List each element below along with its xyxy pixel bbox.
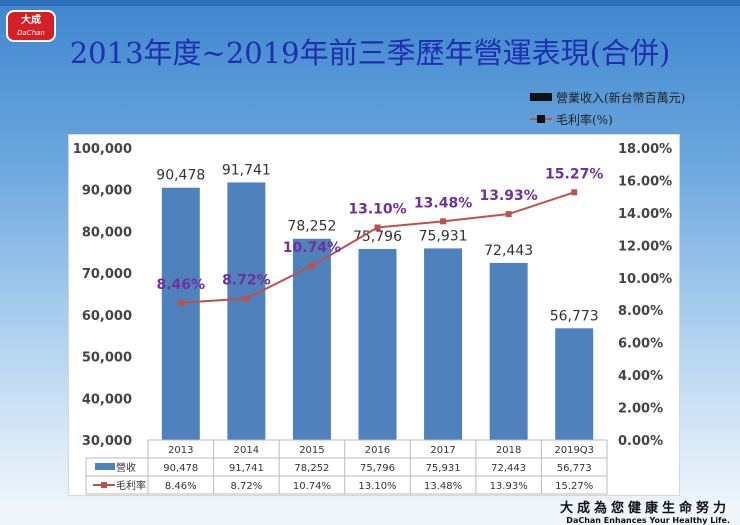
margin-label: 15.27% xyxy=(545,166,603,182)
legend-line-label: 毛利率(%) xyxy=(556,112,613,127)
bar-2018 xyxy=(489,262,528,440)
bar-label: 90,478 xyxy=(156,168,205,184)
table-cell-margin: 10.74% xyxy=(293,481,331,492)
y-right-tick: 14.00% xyxy=(618,207,672,222)
logo-en: DaChan xyxy=(17,29,45,37)
bar-2019Q3 xyxy=(555,328,594,440)
bar-label: 72,443 xyxy=(484,243,533,259)
table-cell-margin: 13.10% xyxy=(358,481,396,492)
table-header: 2016 xyxy=(365,445,390,456)
bar-label: 91,741 xyxy=(222,162,271,178)
y-left-tick: 60,000 xyxy=(82,309,132,324)
y-right-tick: 6.00% xyxy=(618,337,663,352)
legend-line: 毛利率(%) xyxy=(530,108,685,130)
table-cell-revenue: 56,773 xyxy=(557,463,592,474)
y-left-tick: 70,000 xyxy=(82,267,132,282)
margin-label: 10.74% xyxy=(283,240,341,256)
y-right-tick: 0.00% xyxy=(618,434,663,449)
y-left-tick: 40,000 xyxy=(82,392,132,407)
table-line-marker-icon xyxy=(101,482,107,488)
table-cell-margin: 8.72% xyxy=(230,481,262,492)
table-header: 2019Q3 xyxy=(554,445,594,456)
bar-2013 xyxy=(161,187,200,440)
table-header: 2018 xyxy=(496,445,521,456)
margin-label: 13.93% xyxy=(479,188,537,204)
legend: 營業收入(新台幣百萬元) 毛利率(%) xyxy=(530,86,685,130)
margin-point-2015 xyxy=(308,262,315,269)
bar-2016 xyxy=(358,248,397,440)
y-right-tick: 16.00% xyxy=(618,174,672,189)
y-right-tick: 4.00% xyxy=(618,369,663,384)
margin-label: 8.46% xyxy=(156,277,205,293)
table-cell-revenue: 72,443 xyxy=(491,463,526,474)
bar-2014 xyxy=(227,182,266,440)
margin-point-2019Q3 xyxy=(571,189,578,196)
y-left-tick: 90,000 xyxy=(82,184,132,199)
margin-label: 13.48% xyxy=(414,195,472,211)
table-cell-revenue: 75,796 xyxy=(360,463,395,474)
table-cell-revenue: 78,252 xyxy=(294,463,329,474)
bar-label: 75,796 xyxy=(353,229,402,245)
y-left-tick: 50,000 xyxy=(82,351,132,366)
y-left-tick: 80,000 xyxy=(82,225,132,240)
table-header: 2013 xyxy=(168,445,193,456)
legend-bar: 營業收入(新台幣百萬元) xyxy=(530,86,685,108)
slide-title: 2013年度~2019年前三季歷年營運表現(合併) xyxy=(69,36,671,70)
logo-zh: 大成 xyxy=(21,15,41,26)
table-cell-margin: 13.48% xyxy=(424,481,462,492)
dachan-logo: 大成 DaChan xyxy=(6,10,56,42)
y-right-tick: 8.00% xyxy=(618,304,663,319)
bar-swatch-icon xyxy=(530,93,552,101)
table-cell-revenue: 90,478 xyxy=(163,463,198,474)
table-cell-margin: 8.46% xyxy=(165,481,197,492)
bar-2015 xyxy=(292,238,331,440)
y-right-tick: 18.00% xyxy=(618,142,672,157)
margin-point-2013 xyxy=(177,299,184,306)
slogan-zh: 大成為您健康生命努力 xyxy=(559,501,730,516)
margin-point-2016 xyxy=(374,224,381,231)
margin-point-2014 xyxy=(243,295,250,302)
slogan-en: DaChan Enhances Your Healthy Life. xyxy=(566,516,730,525)
table-cell-margin: 15.27% xyxy=(555,481,593,492)
table-header: 2017 xyxy=(430,445,455,456)
table-cell-margin: 13.93% xyxy=(490,481,528,492)
y-right-tick: 12.00% xyxy=(618,239,672,254)
y-right-tick: 2.00% xyxy=(618,402,663,417)
table-bar-key-icon xyxy=(95,463,115,470)
top-bar xyxy=(0,0,740,6)
y-left-tick: 100,000 xyxy=(73,142,132,157)
y-right-tick: 10.00% xyxy=(618,272,672,287)
margin-point-2018 xyxy=(505,211,512,218)
legend-bar-label: 營業收入(新台幣百萬元) xyxy=(556,90,686,105)
line-swatch-icon xyxy=(530,114,552,124)
bar-label: 56,773 xyxy=(550,308,599,324)
bar-label: 78,252 xyxy=(287,219,336,235)
table-header: 2015 xyxy=(299,445,324,456)
margin-point-2017 xyxy=(440,218,447,225)
table-header: 2014 xyxy=(234,445,259,456)
slogan: 大成為您健康生命努力 DaChan Enhances Your Healthy … xyxy=(560,497,730,525)
table-row-label: 毛利率 xyxy=(116,479,146,492)
margin-label: 8.72% xyxy=(222,273,271,289)
y-left-tick: 30,000 xyxy=(82,434,132,449)
margin-label: 13.10% xyxy=(348,201,406,217)
bar-2017 xyxy=(424,248,463,440)
bar-label: 75,931 xyxy=(419,228,468,244)
table-row-label: 營收 xyxy=(116,461,136,474)
table-cell-revenue: 75,931 xyxy=(426,463,461,474)
table-cell-revenue: 91,741 xyxy=(229,463,264,474)
